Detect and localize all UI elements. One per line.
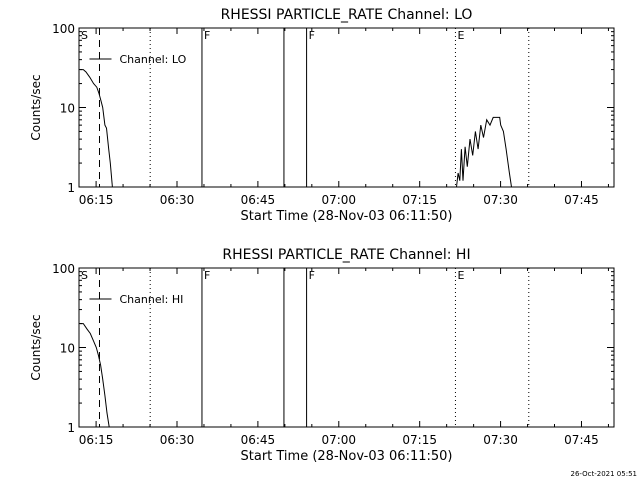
x-tick-label: 06:30 xyxy=(160,433,195,447)
y-tick-label: 1 xyxy=(67,181,75,195)
chart-panel-hi: RHESSI PARTICLE_RATE Channel: HI 06:15 06:… xyxy=(29,247,615,464)
start-marker-label: S xyxy=(81,29,88,42)
axes-frame xyxy=(78,267,615,428)
x-tick-label: 06:15 xyxy=(79,193,114,207)
x-tick-label: 07:00 xyxy=(321,193,356,207)
y-axis-label: Counts/sec xyxy=(29,74,43,140)
axes-frame xyxy=(78,27,615,188)
y-axis-label: Counts/sec xyxy=(29,314,43,380)
data-series-line xyxy=(456,116,512,188)
x-tick-label: 07:45 xyxy=(564,433,599,447)
y-tick-label: 10 xyxy=(60,342,75,356)
y-tick-label: 100 xyxy=(52,22,75,36)
chart-title: RHESSI PARTICLE_RATE Channel: LO xyxy=(221,7,473,23)
marker-label: F xyxy=(309,269,315,282)
x-axis-label: Start Time (28-Nov-03 06:11:50) xyxy=(241,449,453,464)
start-marker-label: S xyxy=(81,269,88,282)
date-stamp: 26-Oct-2021 05:51 xyxy=(571,470,637,478)
y-tick-label: 10 xyxy=(60,102,75,116)
x-tick-label: 07:45 xyxy=(564,193,599,207)
legend-label: Channel: LO xyxy=(119,53,186,66)
x-tick-label: 06:30 xyxy=(160,193,195,207)
x-tick-label: 07:30 xyxy=(483,193,518,207)
marker-label: F xyxy=(204,269,210,282)
x-tick-label: 07:15 xyxy=(402,433,437,447)
chart-title: RHESSI PARTICLE_RATE Channel: HI xyxy=(222,247,470,263)
data-series-line xyxy=(80,69,113,188)
x-axis-label: Start Time (28-Nov-03 06:11:50) xyxy=(241,209,453,224)
x-tick-label: 07:00 xyxy=(321,433,356,447)
x-tick-label: 06:15 xyxy=(79,433,114,447)
x-tick-label: 07:30 xyxy=(483,433,518,447)
legend-label: Channel: HI xyxy=(119,293,183,306)
y-tick-label: 1 xyxy=(67,421,75,435)
marker-label: E xyxy=(457,29,464,42)
marker-label: F xyxy=(204,29,210,42)
chart-panel-lo: RHESSI PARTICLE_RATE Channel: LO 06:15 06:… xyxy=(29,7,615,224)
x-tick-label: 06:45 xyxy=(241,193,276,207)
y-tick-label: 100 xyxy=(52,262,75,276)
marker-label: E xyxy=(457,269,464,282)
data-series-line xyxy=(80,323,110,428)
marker-label: F xyxy=(309,29,315,42)
x-tick-label: 07:15 xyxy=(402,193,437,207)
x-tick-label: 06:45 xyxy=(241,433,276,447)
